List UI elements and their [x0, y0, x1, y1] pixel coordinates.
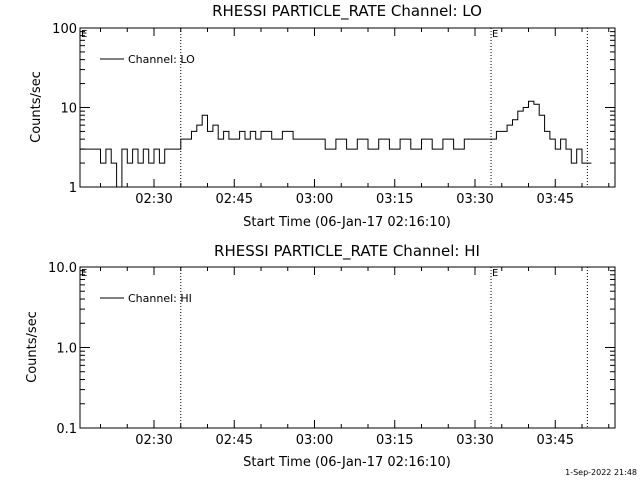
series-line	[80, 100, 592, 188]
x-axis-label-hi: Start Time (06-Jan-17 02:16:10)	[243, 455, 451, 470]
legend-hi: Channel: HI	[100, 292, 192, 305]
x-tick-label: 03:15	[376, 192, 413, 207]
series-lo	[80, 100, 592, 188]
y-tick-label: 1	[69, 181, 77, 196]
y-tick-label: 10.0	[48, 261, 77, 276]
x-tick-label: 03:45	[537, 192, 574, 207]
x-axis-lo: 02:30 02:45 03:00 03:15 03:30 03:45	[100, 28, 610, 207]
e-annotation: E	[492, 268, 498, 279]
x-axis-hi: 02:30 02:45 03:00 03:15 03:30 03:45	[100, 267, 610, 448]
y-axis-label-lo: Counts/sec	[29, 71, 44, 143]
x-tick-label: 02:30	[135, 433, 172, 448]
panel-lo: RHESSI PARTICLE_RATE Channel: LO 02:30 02…	[29, 2, 616, 230]
time-markers-hi	[180, 267, 588, 428]
e-annotation: E	[492, 29, 498, 40]
y-axis-label-hi: Counts/sec	[25, 311, 40, 383]
y-tick-label: 1.0	[56, 342, 77, 357]
x-axis-label-lo: Start Time (06-Jan-17 02:16:10)	[243, 215, 451, 230]
x-tick-label: 02:30	[135, 192, 172, 207]
chart-title-hi: RHESSI PARTICLE_RATE Channel: HI	[214, 242, 480, 261]
x-tick-label: 03:30	[456, 433, 493, 448]
y-axis-hi: 0.1 1.0 10.0	[48, 261, 615, 437]
y-tick-label: 10	[60, 102, 77, 117]
x-tick-label: 02:45	[216, 192, 253, 207]
x-tick-label: 03:45	[537, 433, 574, 448]
chart-title-lo: RHESSI PARTICLE_RATE Channel: LO	[212, 2, 482, 21]
footer-timestamp: 1-Sep-2022 21:48	[565, 468, 637, 477]
x-tick-label: 02:45	[216, 433, 253, 448]
y-tick-label: 100	[52, 22, 77, 37]
x-tick-label: 03:15	[376, 433, 413, 448]
legend-label-hi: Channel: HI	[128, 292, 192, 305]
e-annotation: E	[81, 268, 87, 279]
y-axis-lo: 1 10 100	[52, 22, 615, 196]
y-tick-label: 0.1	[56, 422, 77, 437]
x-tick-label: 03:00	[296, 433, 333, 448]
legend-label-lo: Channel: LO	[128, 53, 195, 66]
x-tick-label: 03:30	[456, 192, 493, 207]
x-tick-label: 03:00	[296, 192, 333, 207]
legend-lo: Channel: LO	[100, 53, 195, 66]
time-markers-lo	[180, 28, 588, 187]
panel-hi: RHESSI PARTICLE_RATE Channel: HI 02:30 02…	[25, 242, 616, 470]
e-annotation: E	[81, 29, 87, 40]
